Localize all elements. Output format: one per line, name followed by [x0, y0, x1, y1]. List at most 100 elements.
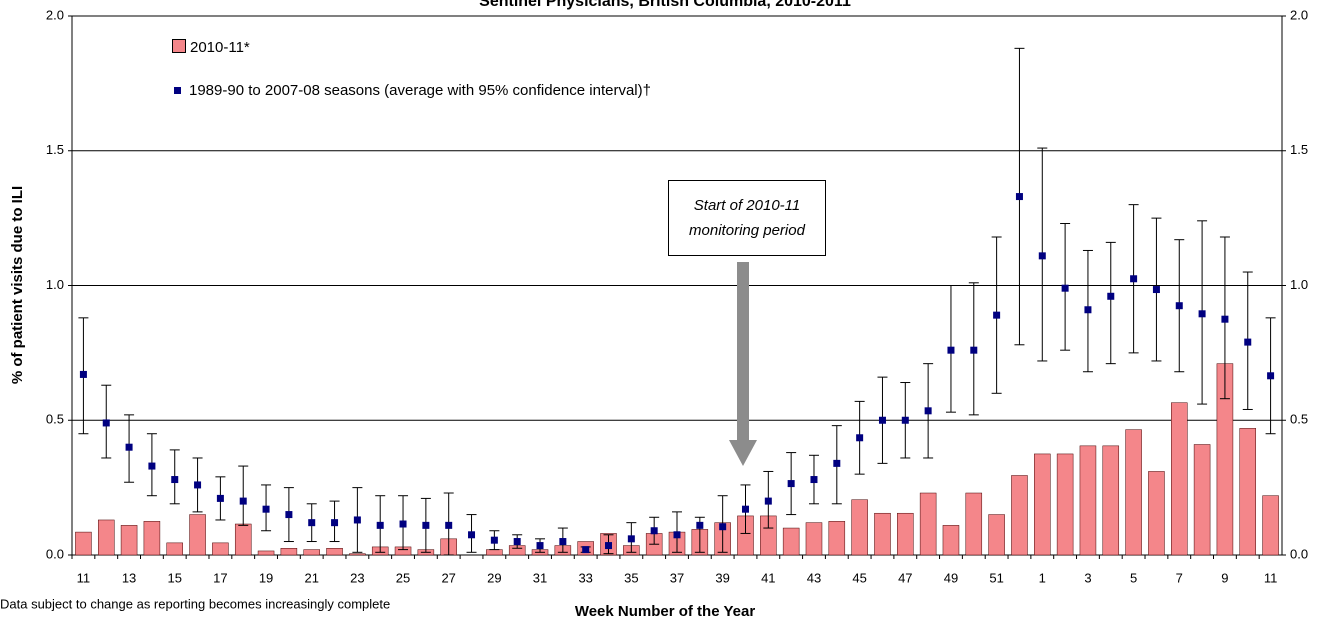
x-tick-label: 49 [944, 570, 958, 585]
marker [1130, 275, 1138, 283]
marker [559, 538, 567, 546]
x-tick-label: 37 [670, 570, 684, 585]
marker [1015, 193, 1023, 201]
x-tick-label: 13 [122, 570, 136, 585]
marker [673, 531, 681, 539]
bar [349, 553, 366, 556]
marker [833, 459, 841, 467]
legend-label: 2010-11* [190, 39, 250, 56]
x-tick-label: 15 [168, 570, 182, 585]
marker [719, 523, 727, 531]
y2-tick-label: 2.0 [1290, 7, 1308, 22]
bar [212, 542, 229, 556]
annotation-line: monitoring period [689, 222, 805, 239]
marker [331, 519, 339, 527]
y-tick-label: 0.5 [46, 412, 64, 427]
marker [399, 520, 407, 528]
marker [741, 505, 749, 513]
x-tick-label: 1 [1039, 570, 1046, 585]
bar [1102, 445, 1120, 556]
marker [1084, 306, 1092, 314]
marker [239, 497, 247, 505]
marker [1267, 372, 1275, 380]
bar [234, 523, 252, 556]
marker [1107, 292, 1115, 300]
footnote: Data subject to change as reporting beco… [0, 596, 390, 611]
marker [810, 476, 818, 484]
bar [805, 522, 823, 556]
bar [303, 549, 320, 556]
bar [988, 514, 1005, 556]
x-tick-label: 25 [396, 570, 410, 585]
marker [924, 407, 932, 415]
y-axis-label: % of patient visits due to ILI [9, 186, 26, 384]
bar [782, 527, 800, 556]
marker [1221, 315, 1229, 323]
bar [143, 521, 161, 556]
marker [285, 511, 293, 519]
y2-tick-label: 1.0 [1290, 277, 1308, 292]
marker [536, 542, 544, 550]
x-tick-label: 39 [715, 570, 729, 585]
bar [897, 512, 914, 556]
marker [1175, 302, 1183, 310]
x-tick-label: 3 [1084, 570, 1091, 585]
marker [787, 480, 795, 488]
x-tick-label: 31 [533, 570, 547, 585]
bar [97, 519, 115, 556]
marker [102, 419, 110, 427]
bar [851, 499, 868, 556]
bar [486, 549, 503, 556]
marker [970, 346, 978, 354]
legend-swatch [174, 87, 181, 94]
marker [125, 443, 133, 451]
y2-tick-label: 0.0 [1290, 546, 1308, 561]
marker [582, 546, 590, 554]
bar [942, 525, 960, 556]
arrow [729, 262, 757, 466]
x-tick-label: 43 [807, 570, 821, 585]
x-tick-label: 5 [1130, 570, 1137, 585]
marker [901, 416, 909, 424]
x-tick-label: 27 [441, 570, 455, 585]
bar [75, 531, 92, 556]
x-tick-label: 17 [213, 570, 227, 585]
marker [605, 542, 613, 550]
marker [650, 527, 658, 535]
x-tick-label: 29 [487, 570, 501, 585]
x-tick-label: 47 [898, 570, 912, 585]
y-tick-label: 2.0 [46, 7, 64, 22]
x-tick-label: 45 [852, 570, 866, 585]
legend-swatch [172, 39, 186, 53]
bar [1171, 402, 1188, 556]
marker [422, 521, 430, 529]
y-tick-label: 0.0 [46, 546, 64, 561]
marker [878, 416, 886, 424]
marker [947, 346, 955, 354]
bar [120, 525, 138, 556]
error-bar [1105, 241, 1116, 365]
x-axis-label: Week Number of the Year [575, 603, 756, 620]
bar [326, 548, 343, 556]
x-tick-label: 33 [578, 570, 592, 585]
bar [1262, 495, 1279, 556]
error-bar [238, 465, 249, 526]
marker [468, 531, 476, 539]
marker [353, 516, 361, 524]
marker [445, 521, 453, 529]
bar [874, 512, 891, 556]
marker [148, 462, 156, 470]
bar [1034, 453, 1051, 556]
bar [1193, 444, 1211, 556]
marker [194, 481, 202, 489]
marker [308, 519, 316, 527]
x-tick-label: 41 [761, 570, 775, 585]
bar [1125, 429, 1142, 556]
bar [166, 542, 183, 556]
y2-tick-label: 1.5 [1290, 142, 1308, 157]
annotation-line: Start of 2010-11 [693, 197, 801, 214]
bar [257, 550, 275, 556]
x-tick-label: 23 [350, 570, 364, 585]
legend-item: 1989-90 to 2007-08 seasons (average with… [172, 80, 652, 101]
